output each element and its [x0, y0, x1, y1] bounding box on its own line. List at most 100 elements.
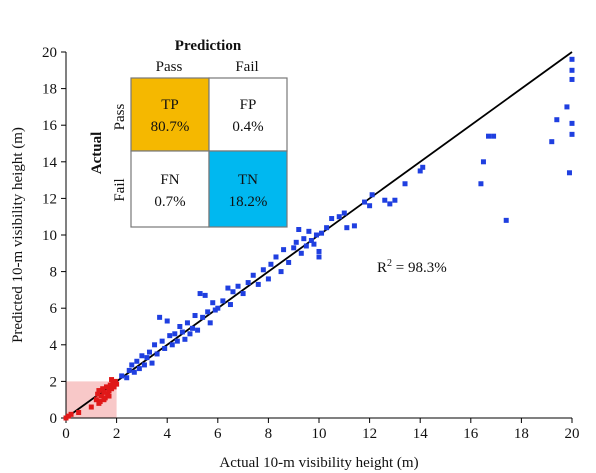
data-point-blue [298, 250, 304, 256]
data-point-red [95, 391, 101, 397]
data-point-blue [202, 292, 208, 298]
x-axis-label: Actual 10-m visibility height (m) [219, 455, 418, 471]
y-tick-label: 18 [42, 82, 57, 98]
data-point-blue [486, 133, 492, 139]
y-tick-label: 12 [42, 191, 57, 207]
data-point-blue [278, 269, 284, 275]
data-point-blue [230, 289, 236, 295]
data-points [63, 56, 575, 421]
data-point-red [101, 389, 107, 395]
data-point-blue [569, 76, 575, 82]
data-point-blue [129, 362, 135, 368]
data-point-blue [306, 228, 312, 234]
data-point-blue [157, 314, 163, 320]
data-point-blue [207, 320, 213, 326]
y-tick-label: 6 [50, 301, 58, 317]
data-point-blue [402, 181, 408, 187]
data-point-blue [162, 345, 168, 351]
data-point-blue [260, 267, 266, 273]
data-point-blue [319, 230, 325, 236]
data-point-blue [190, 325, 195, 331]
data-point-red [68, 411, 74, 417]
data-point-blue [417, 168, 423, 174]
data-point-blue [344, 225, 350, 231]
x-tick-label: 18 [514, 426, 529, 442]
data-point-red [66, 413, 72, 419]
data-point-blue [382, 197, 388, 203]
data-point-blue [134, 358, 140, 364]
data-point-blue [187, 331, 193, 337]
data-point-blue [367, 203, 373, 209]
y-tick-label: 0 [50, 411, 58, 427]
data-point-blue [215, 305, 221, 311]
data-point-red [103, 384, 109, 390]
x-tick-label: 16 [463, 426, 479, 442]
data-point-blue [184, 320, 190, 326]
data-point-red [110, 380, 116, 386]
data-point-blue [179, 329, 185, 335]
data-point-blue [205, 309, 211, 315]
data-point-blue [197, 291, 203, 297]
data-point-blue [301, 236, 307, 242]
data-point-blue [119, 373, 125, 379]
cell-fn-code: FN [160, 172, 179, 188]
cell-fp-code: FP [240, 97, 257, 113]
cell-tn-value: 18.2% [229, 194, 268, 210]
data-point-red [106, 388, 112, 394]
y-axis-label: Predicted 10-m visibility height (m) [10, 127, 26, 343]
data-point-red [106, 393, 112, 399]
data-point-red [93, 397, 99, 403]
y-tick-label: 14 [42, 155, 58, 171]
cell-fp-value: 0.4% [232, 119, 263, 135]
data-point-blue [250, 272, 256, 278]
data-point-blue [480, 159, 486, 165]
x-tick-label: 14 [413, 426, 429, 442]
data-point-red [111, 384, 117, 390]
data-point-blue [144, 355, 150, 361]
x-tick-label: 6 [214, 426, 222, 442]
r-squared-annotation: R2 = 98.3% [377, 258, 447, 276]
y-tick-label: 8 [50, 265, 58, 281]
data-point-blue [387, 201, 393, 207]
reference-line [65, 51, 573, 419]
data-point-blue [286, 259, 292, 265]
y-ticks: 0 2 4 6 8 10 12 14 16 18 20 [42, 45, 66, 427]
data-point-blue [281, 247, 287, 253]
data-point-blue [136, 366, 142, 372]
data-point-red [88, 404, 94, 410]
data-point-blue [392, 197, 398, 203]
data-point-blue [296, 227, 302, 233]
data-point-blue [336, 214, 342, 220]
data-point-blue [569, 67, 575, 73]
data-point-blue [152, 342, 158, 348]
x-tick-label: 8 [265, 426, 273, 442]
data-point-red [76, 410, 82, 416]
data-point-blue [324, 225, 330, 231]
y-tick-label: 20 [42, 45, 57, 61]
data-point-red [112, 378, 118, 384]
data-point-blue [235, 283, 241, 289]
data-point-blue [182, 336, 188, 342]
data-point-blue [341, 210, 347, 216]
data-point-blue [210, 300, 216, 306]
data-point-red [100, 386, 106, 392]
data-point-blue [311, 241, 317, 247]
data-point-blue [291, 245, 297, 251]
data-point-blue [225, 285, 231, 291]
data-point-blue [293, 239, 299, 245]
data-point-red [101, 397, 107, 403]
confusion-axis-actual: Actual [89, 132, 105, 175]
cell-tn-code: TN [238, 172, 258, 188]
x-tick-label: 2 [113, 426, 121, 442]
data-point-red [114, 381, 120, 387]
x-tick-label: 0 [62, 426, 70, 442]
data-point-blue [154, 351, 160, 357]
data-point-blue [172, 331, 178, 337]
data-point-blue [569, 120, 575, 126]
data-point-red [107, 382, 113, 388]
data-point-blue [491, 133, 497, 139]
data-point-blue [164, 318, 170, 324]
data-point-blue [149, 360, 155, 366]
data-point-red [96, 400, 102, 406]
data-point-blue [124, 375, 130, 381]
